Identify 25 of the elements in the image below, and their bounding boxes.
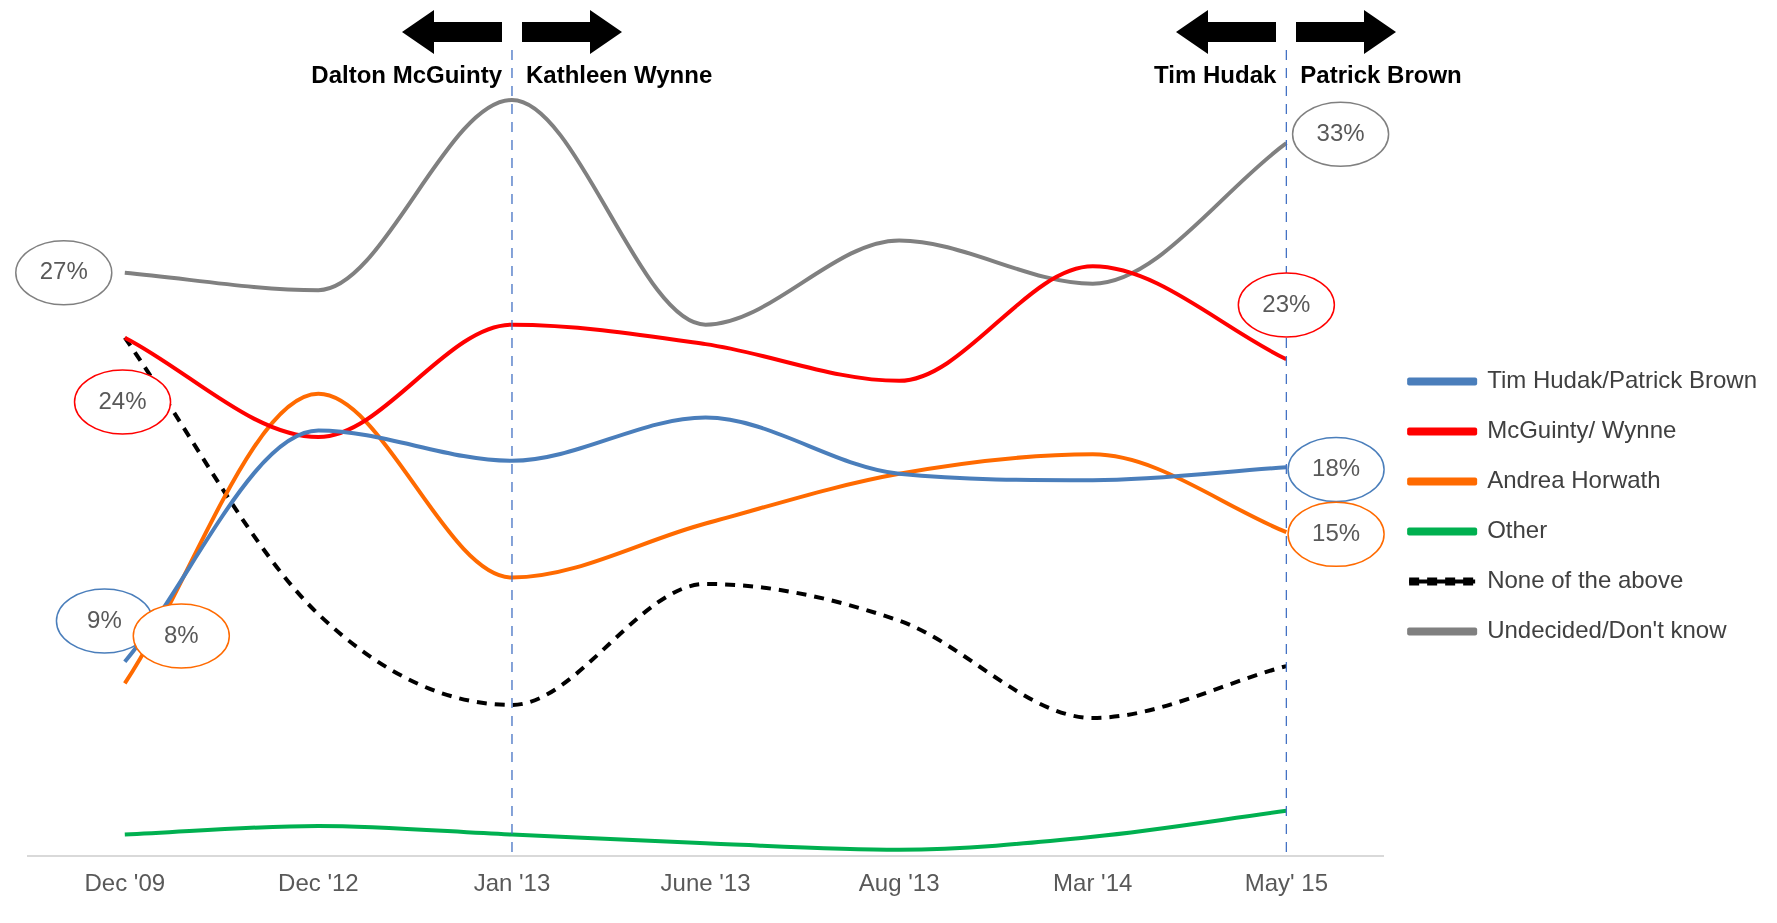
text: Tim Hudak (1154, 60, 1278, 88)
legend-label: Undecided/Don't know (1487, 616, 1728, 644)
data-label: 8% (163, 620, 199, 648)
data-label: 24% (98, 386, 147, 414)
data-label: 33% (1316, 118, 1365, 146)
data-label: 18% (1312, 454, 1361, 482)
x-tick-label: May' 15 (1244, 869, 1328, 897)
x-tick-label: Dec '12 (278, 869, 359, 897)
legend-label: Andrea Horwath (1487, 466, 1661, 494)
data-label: 15% (1312, 519, 1361, 546)
data-label: 27% (39, 257, 88, 285)
text: Dalton McGuinty (311, 60, 503, 88)
legend-label: Tim Hudak/Patrick Brown (1487, 366, 1758, 394)
x-tick-label: Mar '14 (1053, 869, 1133, 897)
legend-label: None of the above (1487, 566, 1684, 594)
data-label: 23% (1262, 289, 1311, 317)
x-tick-label: Aug '13 (858, 869, 940, 897)
data-label: 9% (87, 605, 122, 633)
text: Kathleen Wynne (525, 60, 713, 88)
x-tick-label: June '13 (660, 869, 751, 897)
x-tick-label: Jan '13 (473, 869, 551, 897)
text: Patrick Brown (1300, 60, 1462, 88)
legend-label: McGuinty/ Wynne (1487, 416, 1677, 444)
legend-label: Other (1487, 516, 1548, 544)
x-tick-label: Dec '09 (84, 869, 166, 897)
